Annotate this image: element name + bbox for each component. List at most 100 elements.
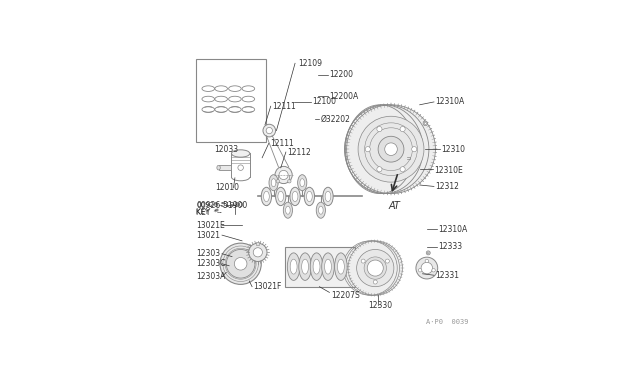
Circle shape (377, 167, 382, 172)
Ellipse shape (348, 241, 403, 295)
Circle shape (234, 257, 247, 270)
Ellipse shape (301, 259, 308, 274)
Circle shape (220, 243, 261, 284)
Text: 00926-51900: 00926-51900 (196, 201, 248, 209)
Circle shape (367, 260, 383, 276)
Bar (285, 247, 355, 287)
Circle shape (364, 257, 387, 279)
Text: 12033: 12033 (214, 145, 238, 154)
Ellipse shape (300, 179, 305, 187)
Text: 12200: 12200 (330, 70, 353, 79)
Circle shape (385, 143, 397, 155)
Ellipse shape (287, 253, 300, 280)
Circle shape (419, 269, 422, 272)
Circle shape (287, 180, 291, 183)
Circle shape (400, 167, 405, 172)
Text: 12303: 12303 (196, 249, 220, 258)
Circle shape (275, 166, 292, 183)
Text: 12310A: 12310A (435, 97, 465, 106)
Text: 12010: 12010 (215, 183, 239, 192)
Text: 12303A: 12303A (196, 272, 226, 281)
Ellipse shape (298, 175, 307, 191)
Circle shape (249, 243, 267, 262)
Text: 00926-51900: 00926-51900 (196, 202, 243, 208)
Ellipse shape (269, 175, 278, 191)
Text: Ø32202: Ø32202 (321, 115, 351, 124)
Circle shape (227, 250, 255, 278)
Ellipse shape (278, 191, 284, 202)
Text: 12112: 12112 (287, 148, 311, 157)
Text: 12310A: 12310A (438, 225, 468, 234)
Ellipse shape (304, 187, 314, 206)
Circle shape (425, 259, 429, 263)
Ellipse shape (292, 191, 298, 202)
Circle shape (423, 121, 428, 126)
Text: 12111: 12111 (272, 102, 296, 111)
Text: A·P0  0039: A·P0 0039 (426, 319, 468, 326)
Circle shape (378, 136, 404, 162)
Text: 12333: 12333 (438, 242, 463, 251)
Ellipse shape (335, 253, 347, 280)
Ellipse shape (337, 259, 344, 274)
Ellipse shape (271, 179, 276, 187)
Text: AT: AT (388, 202, 400, 211)
Circle shape (263, 124, 276, 137)
Circle shape (416, 257, 438, 279)
Text: 12310: 12310 (441, 145, 465, 154)
Ellipse shape (319, 206, 323, 214)
Ellipse shape (261, 187, 271, 206)
Text: 12109: 12109 (298, 59, 322, 68)
Ellipse shape (299, 253, 312, 280)
Ellipse shape (217, 166, 220, 170)
Circle shape (426, 251, 430, 255)
Bar (196, 59, 266, 142)
Ellipse shape (324, 259, 332, 274)
Text: 12207S: 12207S (331, 291, 360, 300)
Ellipse shape (264, 191, 269, 202)
Circle shape (421, 262, 433, 274)
Circle shape (358, 116, 424, 182)
Circle shape (412, 147, 417, 152)
Text: 12330: 12330 (368, 301, 392, 310)
Text: KEY  *-: KEY *- (196, 209, 220, 215)
Ellipse shape (323, 187, 333, 206)
Ellipse shape (347, 105, 435, 193)
Text: KEY  *-: KEY *- (196, 208, 222, 217)
Circle shape (356, 250, 394, 287)
Ellipse shape (316, 202, 325, 218)
Circle shape (373, 280, 377, 284)
Ellipse shape (232, 150, 250, 157)
Circle shape (276, 180, 280, 183)
Circle shape (400, 126, 405, 132)
Circle shape (365, 147, 371, 152)
Ellipse shape (310, 253, 323, 280)
Circle shape (432, 269, 435, 272)
Circle shape (377, 126, 382, 132)
Text: 13021: 13021 (196, 231, 220, 240)
Text: 12310E: 12310E (434, 166, 463, 175)
Text: 13021E: 13021E (196, 221, 225, 230)
Ellipse shape (313, 259, 320, 274)
Ellipse shape (284, 202, 292, 218)
Bar (219, 166, 232, 170)
Circle shape (253, 248, 262, 257)
Circle shape (424, 122, 426, 125)
Text: 12100: 12100 (312, 97, 336, 106)
Ellipse shape (325, 191, 331, 202)
Bar (257, 242, 259, 245)
Ellipse shape (322, 253, 334, 280)
Text: 12331: 12331 (435, 271, 460, 280)
Text: 12312: 12312 (435, 182, 460, 191)
Ellipse shape (290, 187, 300, 206)
Text: 13021F: 13021F (253, 282, 282, 291)
Ellipse shape (290, 259, 297, 274)
Circle shape (385, 259, 389, 263)
Circle shape (428, 252, 429, 254)
Ellipse shape (285, 206, 290, 214)
Circle shape (238, 165, 243, 170)
Circle shape (361, 259, 365, 263)
Text: 12200A: 12200A (330, 92, 358, 101)
Text: 12303C: 12303C (196, 259, 226, 268)
Ellipse shape (276, 187, 286, 206)
Ellipse shape (307, 191, 312, 202)
